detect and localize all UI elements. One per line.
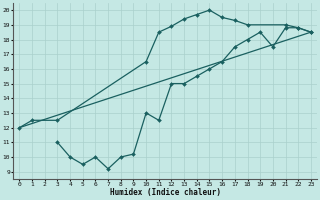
- X-axis label: Humidex (Indice chaleur): Humidex (Indice chaleur): [110, 188, 220, 197]
